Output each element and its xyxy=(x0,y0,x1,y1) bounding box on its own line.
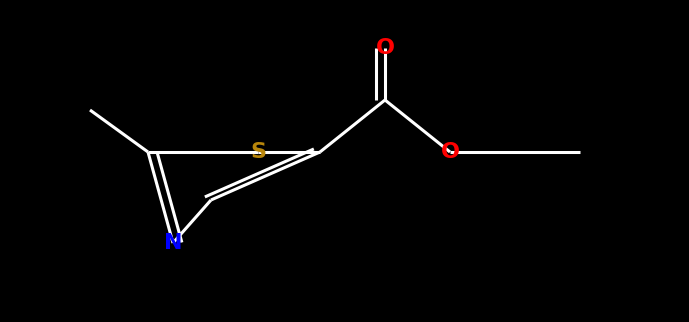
Text: S: S xyxy=(250,142,266,162)
Text: N: N xyxy=(164,233,183,253)
Text: O: O xyxy=(440,142,460,162)
Text: O: O xyxy=(376,38,395,58)
